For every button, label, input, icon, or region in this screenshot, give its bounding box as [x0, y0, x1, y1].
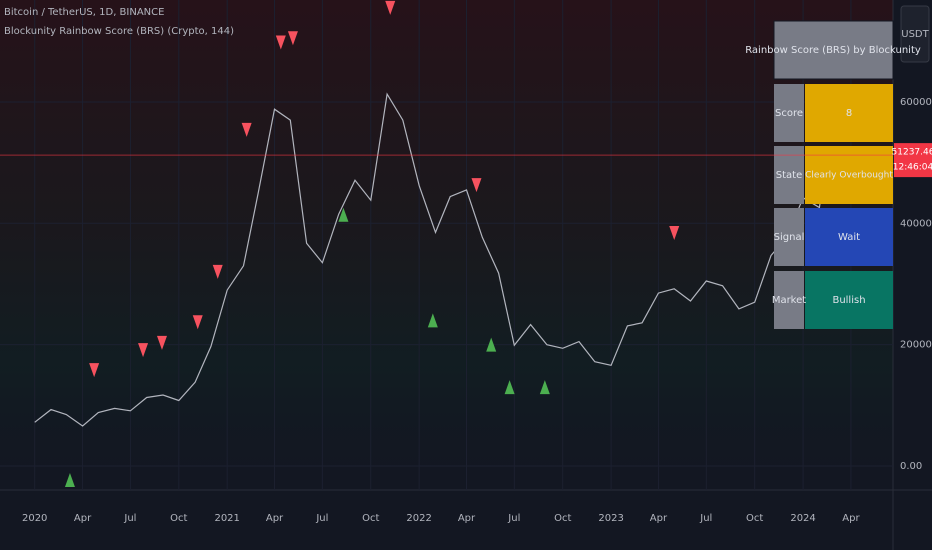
sell-signal	[287, 31, 298, 46]
plot	[0, 0, 893, 490]
currency[interactable]: USDT	[901, 29, 929, 40]
y-tick-label: 60000.00	[900, 97, 932, 108]
last-price-box	[894, 143, 932, 178]
x-tick-label: Apr	[650, 513, 668, 524]
x-tick-label: Apr	[842, 513, 860, 524]
x-tick-label: Oct	[746, 513, 763, 524]
countdown-label: 12:46:04	[893, 163, 932, 173]
sell-signal	[192, 315, 203, 330]
buy-signal	[486, 337, 497, 352]
indicator-label: Blockunity Rainbow Score (BRS) (Crypto, …	[4, 26, 234, 37]
x-tick-label: Jul	[123, 513, 136, 524]
last-price-label: 51237.46	[892, 148, 932, 158]
buy-signal	[504, 380, 515, 395]
panel-cell	[805, 208, 893, 266]
x-tick-label: Jul	[507, 513, 520, 524]
panel-cell	[774, 271, 804, 329]
panel-cell	[774, 146, 804, 204]
panel-cell	[805, 271, 893, 329]
x-tick-label: Apr	[266, 513, 284, 524]
panel-value: 8	[846, 108, 852, 119]
x-tick-label: Oct	[554, 513, 571, 524]
sell-signal	[275, 35, 286, 50]
buy-signal	[427, 313, 438, 328]
panel-value: Wait	[838, 232, 860, 243]
buy-signal	[539, 380, 550, 395]
x-tick-label: 2022	[406, 513, 431, 524]
x-tick-label: 2021	[214, 513, 239, 524]
x-tick-label: 2023	[598, 513, 623, 524]
buy-signal	[64, 472, 75, 487]
y-tick-label: 0.00	[900, 461, 922, 472]
sell-signal	[89, 363, 100, 378]
x-tick-label: 2024	[790, 513, 815, 524]
x-tick-label: Oct	[170, 513, 187, 524]
currency-button[interactable]	[900, 5, 930, 63]
chart-title: Bitcoin / TetherUS, 1D, BINANCE	[4, 7, 164, 18]
panel-label: Score	[775, 108, 803, 119]
sell-signal	[669, 226, 680, 241]
panel-title-cell	[773, 20, 894, 80]
panel-cell	[774, 84, 804, 142]
sell-signal	[241, 122, 252, 137]
sell-signal	[385, 0, 396, 15]
sell-signal	[471, 178, 482, 193]
price-line	[34, 92, 828, 427]
sell-signal	[212, 264, 223, 279]
y-tick-label: 40000.00	[900, 218, 932, 229]
buy-signal	[338, 207, 349, 222]
panel-cell	[805, 84, 893, 142]
panel-label: Signal	[774, 232, 805, 243]
panel-label: Market	[772, 295, 806, 306]
panel-cell	[774, 208, 804, 266]
panel-value: Bullish	[832, 295, 865, 306]
x-tick-label: Oct	[362, 513, 379, 524]
rainbow-background	[0, 0, 893, 490]
x-tick-label: Apr	[458, 513, 476, 524]
score-panel: Rainbow Score (BRS) by Blockunity Score …	[745, 20, 921, 329]
panel-label: State	[776, 170, 802, 181]
y-tick-label: 20000.00	[900, 340, 932, 351]
panel-value: Clearly Overbought	[805, 171, 893, 181]
sell-signal	[156, 335, 167, 350]
x-tick-label: Jul	[315, 513, 328, 524]
panel-title: Rainbow Score (BRS) by Blockunity	[745, 45, 921, 56]
x-tick-label: Jul	[699, 513, 712, 524]
sell-signal	[138, 343, 149, 358]
x-tick-label: 2020	[22, 513, 47, 524]
panel-cell	[805, 146, 893, 204]
x-tick-label: Apr	[74, 513, 92, 524]
